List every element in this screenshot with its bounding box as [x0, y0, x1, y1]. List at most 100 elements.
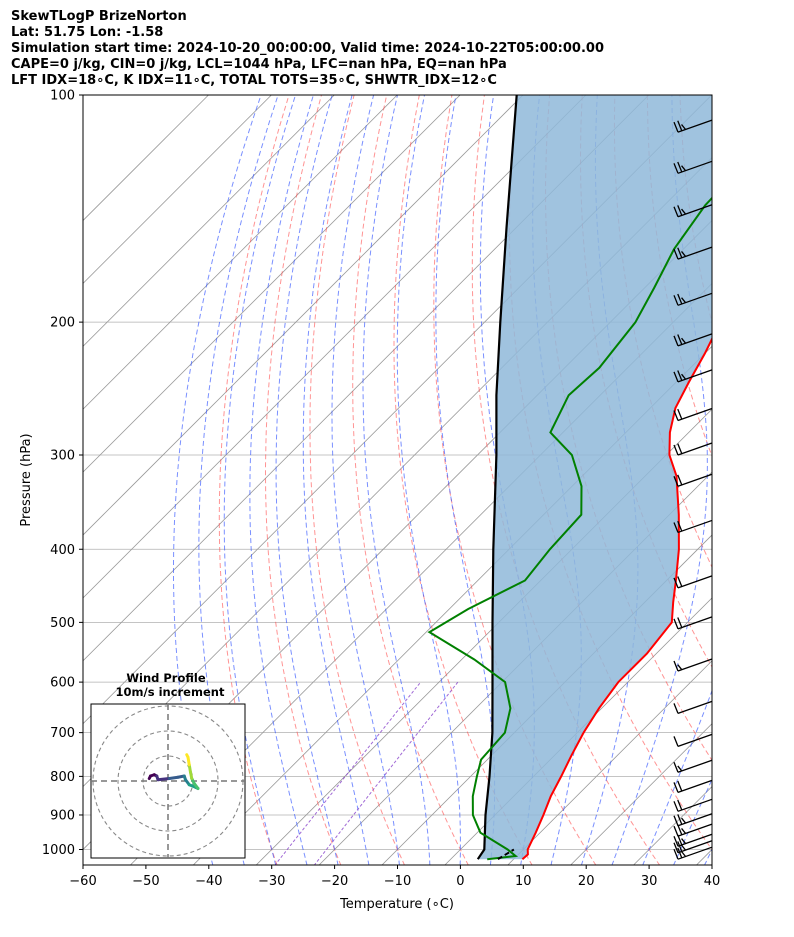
moist-adiabat: [673, 778, 712, 865]
wind-barb: [673, 700, 713, 714]
isotherm: [570, 723, 712, 865]
inset-title: Wind Profile: [126, 671, 206, 685]
title-location: Lat: 51.75 Lon: -1.58: [11, 25, 164, 40]
y-axis-label: Pressure (hPa): [19, 433, 34, 526]
wind-barb: [673, 846, 713, 860]
dry-adiabat: [778, 95, 794, 866]
wind-barb: [673, 733, 713, 747]
isotherm: [83, 95, 587, 599]
title-station: SkewTLogP BrizeNorton: [11, 9, 187, 24]
moist-adiabat: [249, 95, 314, 865]
dry-adiabat: [745, 95, 794, 866]
isotherm: [83, 95, 272, 284]
x-tick-label: 30: [641, 874, 658, 889]
wind-barb: [673, 204, 713, 218]
dry-adiabat: [309, 95, 406, 865]
hodograph-ring: [117, 730, 219, 832]
isotherm: [759, 95, 794, 865]
parcel-profile-line: [476, 95, 518, 860]
wind-barb: [673, 292, 713, 306]
title-stability-indices: LFT IDX=18∘C, K IDX=11∘C, TOTAL TOTS=35∘…: [11, 73, 497, 88]
wind-barb: [673, 798, 713, 812]
wind-barb: [673, 840, 713, 854]
y-tick-label: 800: [50, 770, 75, 785]
wind-barb: [673, 759, 713, 773]
x-tick-label: −10: [384, 874, 411, 889]
dewpoint-profile-line: [427, 196, 712, 861]
surface-parcel-marker: [497, 848, 515, 861]
moist-adiabat: [611, 95, 708, 865]
wind-barb: [673, 333, 713, 347]
isotherm: [83, 95, 398, 410]
y-tick-label: 700: [50, 726, 75, 741]
moist-adiabat: [223, 95, 296, 865]
x-tick-label: −40: [195, 874, 222, 889]
x-tick-label: 0: [456, 874, 464, 889]
x-tick-label: −20: [321, 874, 348, 889]
x-tick-label: −60: [69, 874, 96, 889]
wind-barb: [673, 658, 713, 672]
wind-barb: [673, 442, 713, 456]
x-tick-label: −30: [258, 874, 285, 889]
y-tick-label: 200: [50, 316, 75, 331]
moist-adiabat: [479, 95, 535, 865]
cin-area: [477, 95, 712, 860]
moist-adiabat: [302, 95, 370, 865]
dry-adiabat: [265, 95, 342, 865]
dry-adiabat: [713, 95, 794, 866]
hodograph-segment: [185, 753, 190, 759]
axes: −60 −50 −40 −30 −20 −10 0 10 20 30 40 1000 900 800 700…: [42, 89, 720, 890]
x-tick-label: 20: [578, 874, 595, 889]
wind-barb: [673, 779, 713, 793]
moist-adiabat: [362, 95, 431, 865]
hodograph-segment: [156, 777, 171, 782]
x-tick-label: 10: [515, 874, 532, 889]
wind-barb: [673, 160, 713, 174]
moist-adiabat: [275, 95, 339, 865]
isotherm: [83, 95, 461, 473]
y-tick-label: 400: [50, 543, 75, 558]
plot-data: [427, 95, 712, 861]
isotherm: [318, 471, 712, 865]
wind-barb: [673, 813, 713, 827]
x-tick-label: −50: [132, 874, 159, 889]
moist-adiabat: [435, 95, 496, 865]
title-times: Simulation start time: 2024-10-20_00:00:…: [11, 41, 604, 56]
title-cape-indices: CAPE=0 j/kg, CIN=0 j/kg, LCL=1044 hPa, L…: [11, 57, 507, 72]
wind-barb: [673, 519, 713, 534]
wind-barb: [673, 369, 713, 383]
dry-adiabat: [352, 95, 469, 865]
wind-barbs: [673, 119, 713, 860]
moist-adiabat: [173, 95, 262, 865]
isotherm: [507, 660, 712, 865]
wind-barb: [673, 616, 713, 630]
x-tick-label: 40: [704, 874, 721, 889]
x-axis-label: Temperature (∘C): [339, 897, 454, 912]
y-tick-label: 900: [50, 808, 75, 823]
isotherm: [83, 95, 335, 347]
chart-header: SkewTLogP BrizeNorton Lat: 51.75 Lon: -1…: [11, 9, 604, 89]
y-tick-label: 100: [50, 89, 75, 104]
y-tick-label: 600: [50, 676, 75, 691]
y-tick-label: 300: [50, 448, 75, 463]
wind-barb: [673, 473, 713, 487]
moist-adiabat: [704, 848, 712, 865]
wind-barb: [673, 407, 713, 422]
temperature-profile-line: [521, 336, 712, 860]
moist-adiabat: [198, 95, 279, 865]
wind-barb: [673, 246, 713, 260]
dry-adiabat: [646, 95, 712, 458]
wind-barb: [673, 575, 713, 589]
wind-barb: [673, 119, 713, 133]
y-tick-label: 500: [50, 616, 75, 631]
moist-adiabat: [331, 95, 400, 865]
moist-adiabat: [642, 689, 712, 865]
moist-adiabat: [396, 95, 461, 865]
hodograph-inset: Wind Profile 10m/s increment: [90, 671, 246, 859]
dry-adiabat: [218, 95, 290, 865]
wind-barb: [673, 823, 713, 837]
mixing-ratio-line: [274, 681, 422, 865]
inset-subtitle: 10m/s increment: [116, 685, 225, 699]
isotherm: [83, 95, 524, 536]
